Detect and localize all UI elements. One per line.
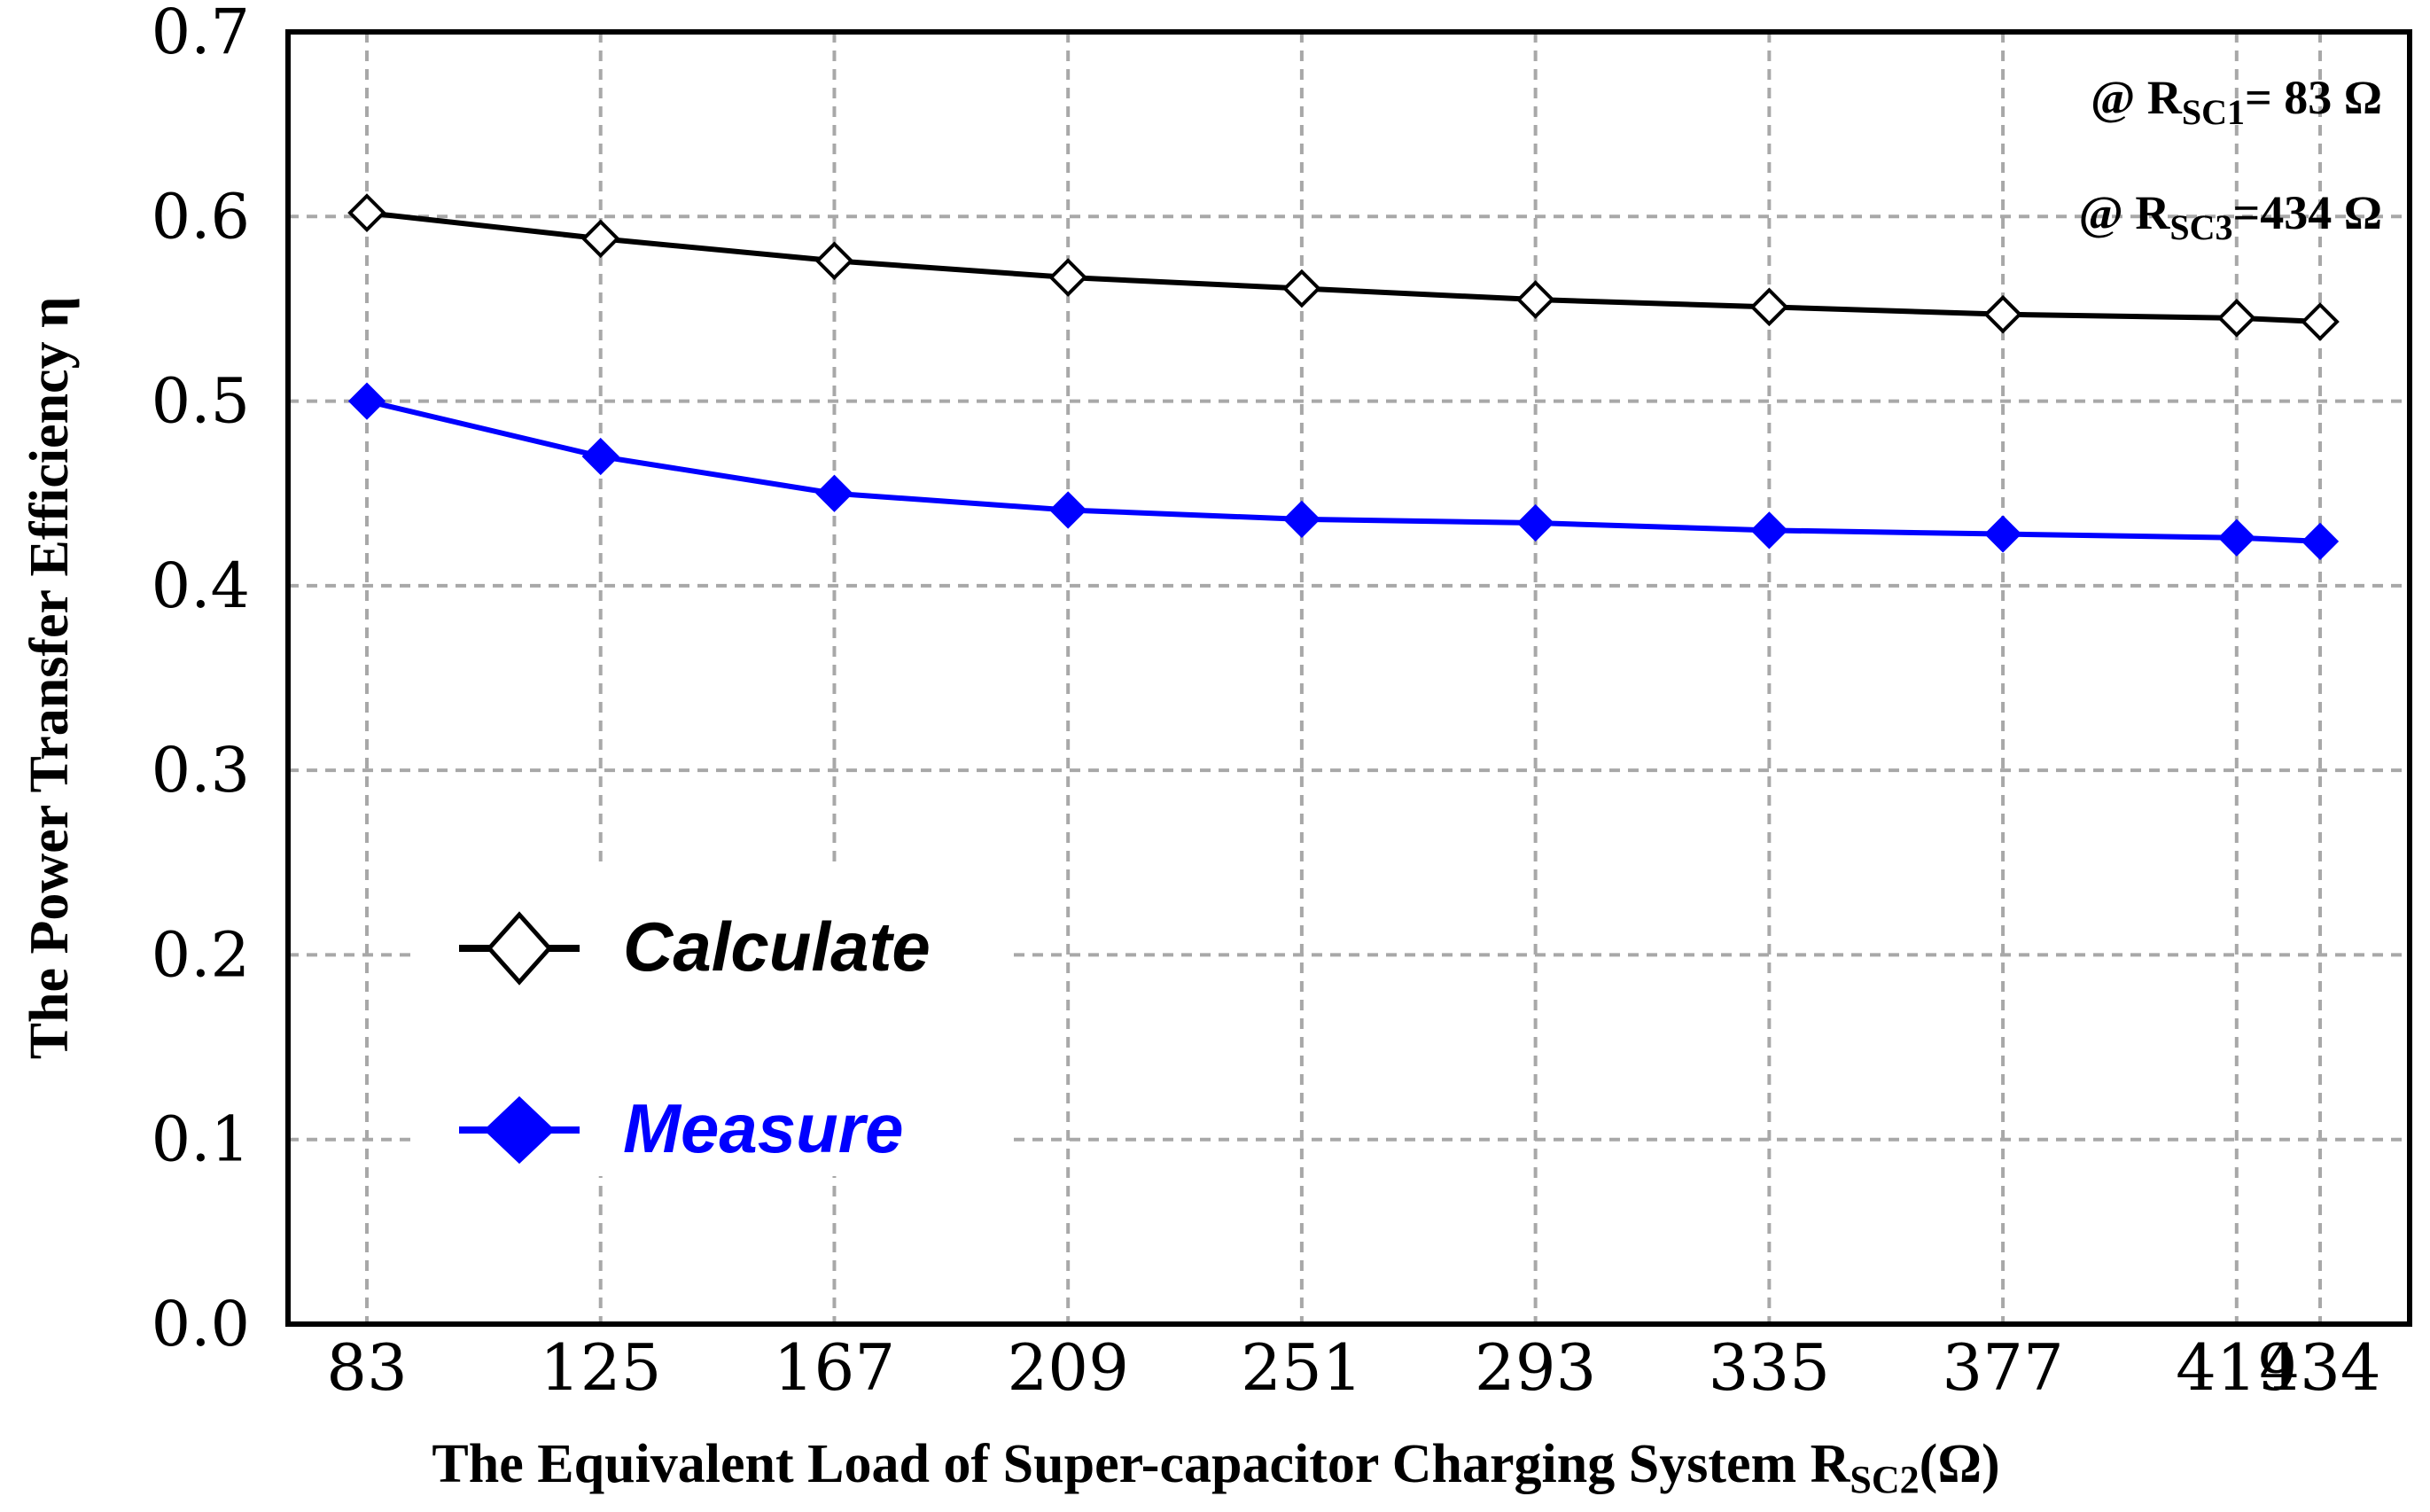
y-tick-label: 0.5 — [152, 365, 250, 438]
annotation-rsc1: @ RSC1= 83 Ω — [2091, 71, 2382, 132]
data-point-calculate — [1515, 280, 1555, 319]
y-tick-label: 0.2 — [152, 918, 250, 991]
annotation-rsc3-prefix: @ R — [2079, 186, 2171, 239]
legend-calculate-label: Calculate — [623, 908, 931, 986]
x-axis-title: The Equivalent Load of Super-capacitor C… — [432, 1434, 1999, 1501]
annotation-rsc3-suffix: =434 Ω — [2232, 186, 2382, 239]
data-point-measure — [1282, 500, 1321, 538]
annotation-rsc3: @ RSC3=434 Ω — [2079, 186, 2382, 247]
data-point-measure — [1516, 503, 1554, 542]
x-tick-label: 251 — [1241, 1330, 1362, 1405]
y-tick-label: 0.3 — [152, 734, 250, 807]
data-point-measure — [1983, 515, 2022, 553]
data-point-calculate — [580, 219, 620, 259]
data-point-calculate — [2216, 299, 2256, 338]
annotation-rsc1-prefix: @ R — [2091, 71, 2183, 124]
data-point-calculate — [1048, 258, 1088, 297]
data-point-calculate — [814, 241, 854, 281]
y-tick-labels: 0.0 0.1 0.2 0.3 0.4 0.5 0.6 0.7 — [152, 0, 250, 1360]
x-tick-label: 419 — [2176, 1330, 2297, 1405]
series-line-calculate — [366, 210, 2321, 325]
y-axis-title: The Power Transfer Efficiency η — [19, 297, 80, 1060]
legend-calculate-marker — [486, 911, 553, 986]
x-tick-label: 209 — [1007, 1330, 1128, 1405]
data-point-measure — [2217, 518, 2255, 557]
y-tick-label: 0.6 — [152, 180, 250, 253]
data-point-calculate — [2301, 302, 2340, 341]
x-axis-title-unit: (Ω) — [1920, 1434, 2000, 1494]
data-point-measure — [581, 437, 619, 476]
data-point-measure — [347, 382, 386, 420]
legend: Calculate Measure — [459, 908, 931, 1167]
data-point-calculate — [1983, 294, 2022, 334]
y-tick-label: 0.7 — [152, 0, 250, 68]
x-tick-label: 293 — [1475, 1330, 1596, 1405]
x-tick-label: 335 — [1709, 1330, 1830, 1405]
data-point-measure — [1049, 491, 1087, 529]
legend-measure-label: Measure — [623, 1089, 904, 1167]
data-point-measure — [815, 474, 853, 512]
series-line-measure — [366, 398, 2321, 544]
annotation-rsc1-suffix: = 83 Ω — [2245, 71, 2382, 124]
y-tick-label: 0.0 — [152, 1288, 250, 1360]
data-point-measure — [1750, 511, 1788, 549]
x-tick-label: 167 — [774, 1330, 895, 1405]
annotation-rsc1-sub: SC1 — [2182, 92, 2245, 132]
series-layer — [347, 193, 2340, 560]
x-axis-title-sub: SC2 — [1850, 1458, 1919, 1501]
data-point-calculate — [1749, 287, 1789, 327]
data-point-calculate — [1282, 269, 1321, 308]
data-point-measure — [2301, 522, 2340, 560]
x-axis-title-main: The Equivalent Load of Super-capacitor C… — [432, 1434, 1850, 1494]
annotation-rsc3-sub: SC3 — [2169, 207, 2232, 247]
x-tick-label: 434 — [2259, 1330, 2380, 1405]
legend-measure-marker — [483, 1095, 556, 1165]
y-tick-label: 0.4 — [152, 549, 250, 622]
x-tick-label: 83 — [326, 1330, 408, 1405]
y-tick-label: 0.1 — [152, 1103, 250, 1176]
data-point-calculate — [347, 193, 386, 232]
x-tick-label: 125 — [540, 1330, 661, 1405]
x-tick-label: 377 — [1942, 1330, 2063, 1405]
plot-frame — [285, 29, 2412, 1327]
